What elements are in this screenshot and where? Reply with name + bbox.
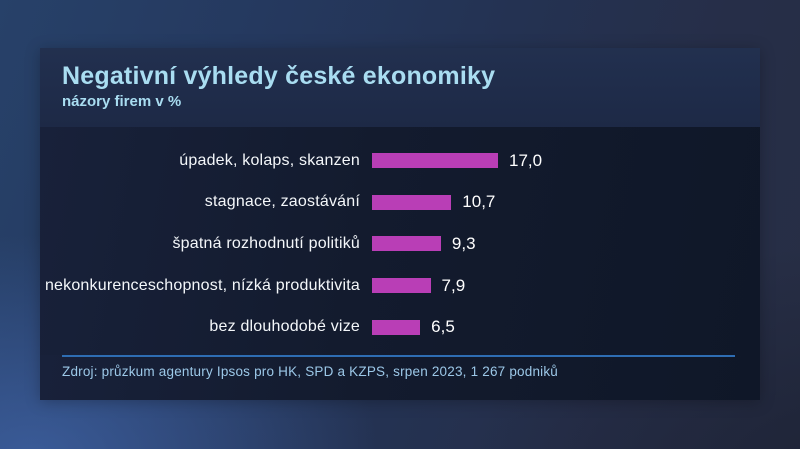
separator-line: Zdroj: průzkum agentury Ipsos pro HK, SP… <box>62 355 735 379</box>
bar-category-label: špatná rozhodnutí politiků <box>172 234 360 252</box>
bar-category-label: stagnace, zaostávání <box>204 193 360 211</box>
bar-row: bez dlouhodobé vize 6,5 <box>40 306 760 348</box>
bar <box>372 319 421 335</box>
bar <box>372 153 498 169</box>
bar-row: úpadek, kolaps, skanzen 17,0 <box>40 140 760 182</box>
bar-track: 17,0 <box>372 151 760 171</box>
bar-value-label: 6,5 <box>431 317 455 337</box>
chart-title: Negativní výhledy české ekonomiky <box>62 62 496 90</box>
bar-row: špatná rozhodnutí politiků 9,3 <box>40 223 760 265</box>
bar-row: nekonkurenceschopnost, nízká produktivit… <box>40 265 760 307</box>
chart-subtitle: názory firem v % <box>62 92 182 110</box>
bar-value-label: 10,7 <box>462 192 496 212</box>
bar-track: 7,9 <box>372 276 760 296</box>
bar-value-label: 7,9 <box>441 275 466 295</box>
bar <box>372 278 431 294</box>
bar-category-label: bez dlouhodobé vize <box>209 318 360 336</box>
source-text: Zdroj: průzkum agentury Ipsos pro HK, SP… <box>62 364 559 379</box>
bar-row: stagnace, zaostávání 10,7 <box>40 182 760 224</box>
panel-header: Negativní výhledy české ekonomiky názory… <box>40 48 760 127</box>
bar <box>372 194 452 210</box>
chart-panel: Negativní výhledy české ekonomiky názory… <box>40 48 760 400</box>
bar-category-label: nekonkurenceschopnost, nízká produktivit… <box>44 276 360 294</box>
bar <box>372 236 441 252</box>
bar-track: 9,3 <box>372 234 760 254</box>
bar-track: 6,5 <box>372 317 760 337</box>
bar-chart: úpadek, kolaps, skanzen 17,0 stagnace, zao… <box>40 127 760 355</box>
bar-track: 10,7 <box>372 192 760 212</box>
bar-value-label: 17,0 <box>509 150 543 170</box>
bar-category-label: úpadek, kolaps, skanzen <box>179 151 360 169</box>
panel-footer: Zdroj: průzkum agentury Ipsos pro HK, SP… <box>40 355 760 400</box>
bar-value-label: 9,3 <box>451 233 476 253</box>
